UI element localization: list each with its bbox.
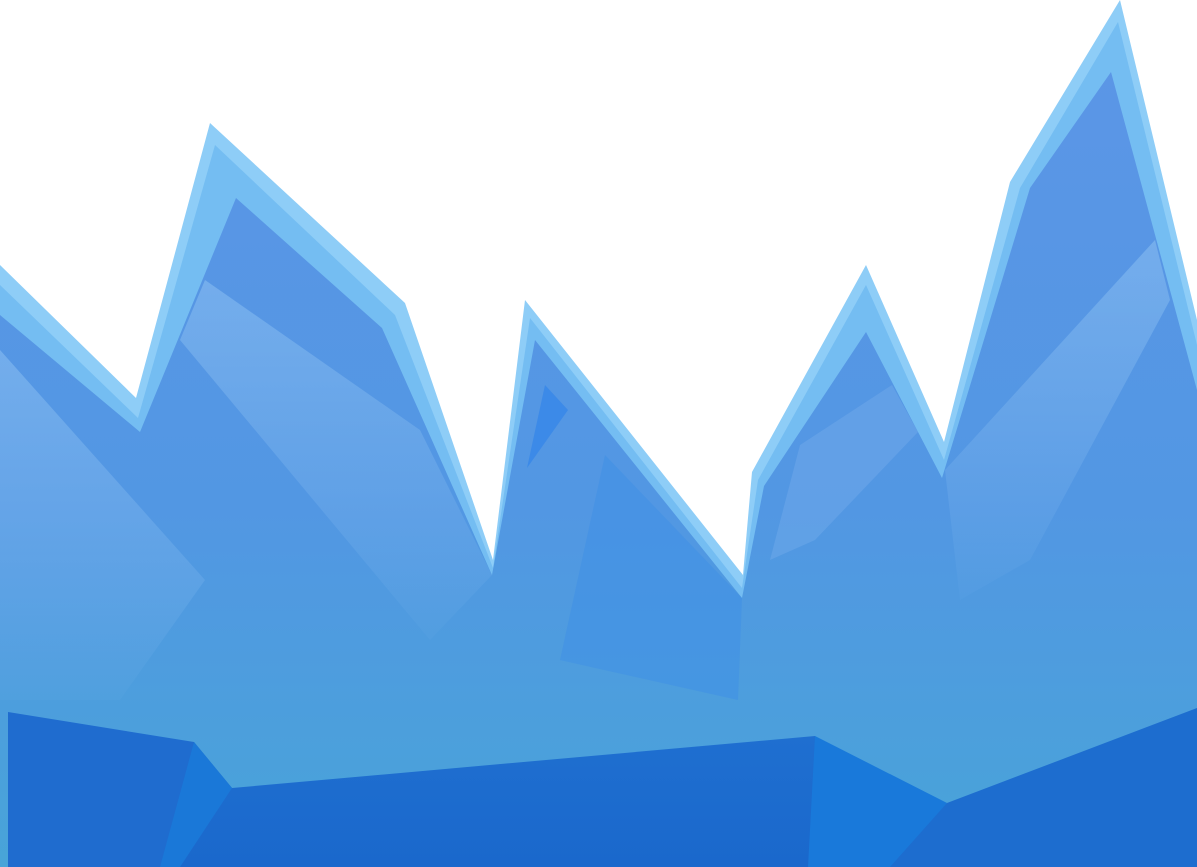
mountain-face bbox=[0, 72, 1197, 867]
base-band-right bbox=[890, 708, 1197, 867]
facet-middle-shade bbox=[560, 455, 742, 700]
facet-right-highlight bbox=[945, 240, 1170, 600]
facet-middle-deep bbox=[527, 385, 568, 468]
facet-left-highlight bbox=[0, 350, 205, 700]
base-band-left-light bbox=[160, 742, 232, 867]
facet-peak3-highlight bbox=[770, 385, 918, 560]
base-band-center-right bbox=[808, 736, 947, 867]
base-band-center bbox=[180, 736, 830, 867]
facet-peak1-highlight bbox=[180, 280, 492, 640]
